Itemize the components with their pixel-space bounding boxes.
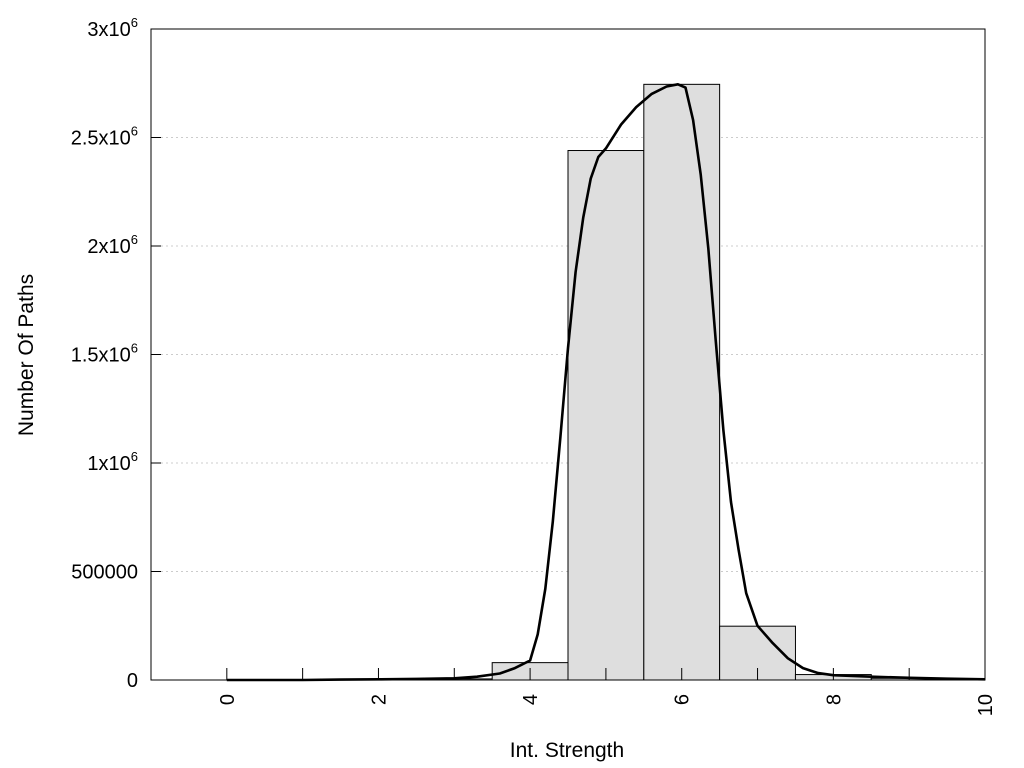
x-axis-title: Int. Strength (510, 739, 624, 762)
x-tick-label: 4 (520, 694, 542, 705)
y-axis-ticks: 0 500000 1x106 1.5x106 2x106 2.5x106 3x106 (71, 15, 161, 692)
histogram-bar (567, 150, 645, 681)
y-tick-label: 2x106 (87, 232, 138, 258)
x-tick-label: 10 (975, 694, 997, 716)
y-tick-label: 1.5x106 (71, 341, 138, 367)
fit-curve-group (226, 83, 986, 682)
histogram-bar (643, 83, 721, 681)
y-axis-title: Number Of Paths (15, 274, 38, 436)
y-tick-label: 0 (127, 670, 138, 692)
histogram-bars (340, 83, 948, 681)
x-axis-ticks: 0 2 4 6 8 10 (217, 668, 997, 716)
y-tick-label: 1x106 (87, 449, 138, 475)
y-tick-label: 3x106 (87, 15, 138, 41)
fit-curve-line (226, 83, 986, 682)
y-tick-label: 500000 (71, 562, 138, 584)
y-tick-label: 2.5x106 (71, 124, 138, 150)
x-tick-label: 0 (217, 694, 239, 705)
x-tick-label: 2 (368, 694, 390, 705)
x-tick-label: 8 (823, 694, 845, 705)
x-tick-label: 6 (672, 694, 694, 705)
